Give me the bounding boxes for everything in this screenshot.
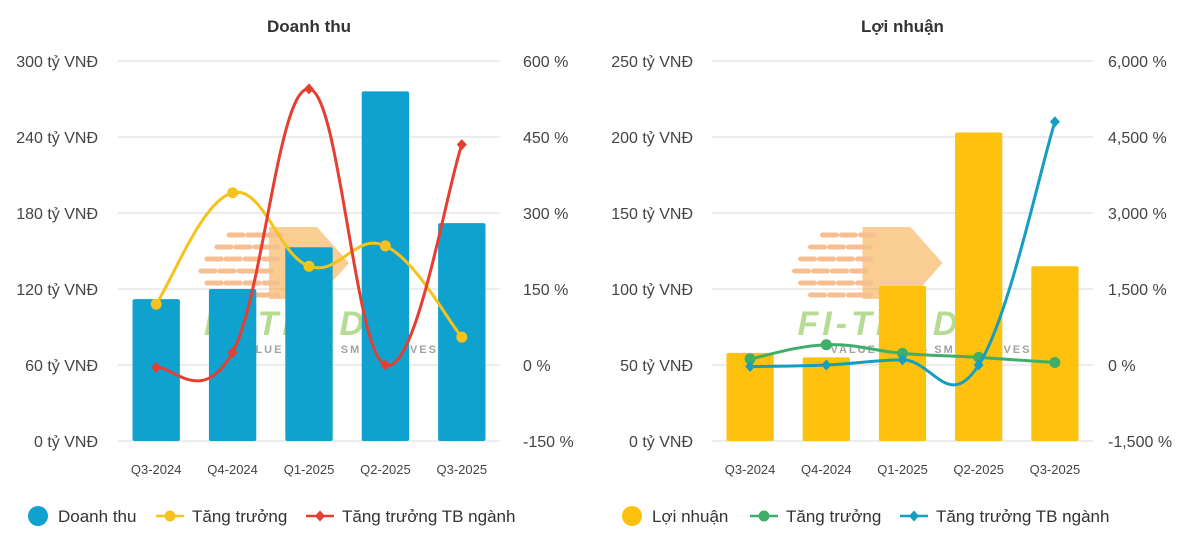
legend-label: Tăng trưởng TB ngành (342, 507, 515, 526)
legend-marker-bar (622, 506, 642, 526)
right-axis-tick-label: 450 % (523, 130, 568, 147)
series-point (745, 361, 756, 373)
x-axis-tick-label: Q1-2025 (284, 462, 335, 477)
legend-label: Tăng trưởng (786, 507, 881, 526)
right-axis-tick-label: 6,000 % (1108, 54, 1167, 71)
series-point (227, 187, 239, 199)
series-point (1049, 356, 1061, 368)
series-point (897, 347, 908, 359)
series-point (379, 240, 391, 252)
series-point (150, 298, 162, 310)
series-point (820, 339, 832, 351)
legend-label: Tăng trưởng TB ngành (936, 507, 1109, 526)
series-point (973, 359, 984, 371)
left-axis-tick-label: 60 tỷ VNĐ (25, 358, 98, 375)
legend-label: Doanh thu (58, 507, 136, 526)
left-axis-tick-label: 50 tỷ VNĐ (620, 358, 693, 375)
left-axis-tick-label: 0 tỷ VNĐ (629, 434, 693, 451)
right-axis-tick-label: -150 % (523, 434, 574, 451)
bar (361, 91, 410, 442)
x-axis-tick-label: Q3-2024 (725, 462, 776, 477)
chart-title: Lợi nhuận (861, 17, 944, 36)
series-line (155, 87, 464, 383)
right-axis-tick-label: 4,500 % (1108, 130, 1167, 147)
series-point (744, 353, 756, 365)
left-axis-tick-label: 300 tỷ VNĐ (16, 54, 98, 71)
left-axis-tick-label: 150 tỷ VNĐ (611, 206, 693, 223)
legend-label: Tăng trưởng (192, 507, 287, 526)
legend-marker (909, 510, 919, 522)
left-axis-tick-label: 100 tỷ VNĐ (611, 282, 693, 299)
left-axis-tick-label: 180 tỷ VNĐ (16, 206, 98, 223)
watermark-arrow-icon (862, 227, 943, 299)
series-point (380, 359, 391, 371)
chart-loi-nhuan: Lợi nhuận 250 tỷ VNĐ 6,000 % 200 tỷ VNĐ 4,50… (611, 17, 1172, 526)
right-axis-tick-label: 0 % (1108, 358, 1136, 375)
legend-marker-bar (28, 506, 48, 526)
x-axis-tick-label: Q2-2025 (953, 462, 1004, 477)
right-axis-tick-label: 3,000 % (1108, 206, 1167, 223)
bar (955, 132, 1003, 441)
series-point (897, 354, 908, 366)
x-axis-tick-label: Q3-2025 (437, 462, 488, 477)
bar (285, 247, 333, 441)
x-axis-tick-label: Q2-2025 (360, 462, 411, 477)
bar (1031, 266, 1079, 441)
right-axis-tick-label: 1,500 % (1108, 282, 1167, 299)
x-axis-tick-label: Q3-2024 (131, 462, 182, 477)
legend-marker (758, 510, 770, 522)
left-axis-tick-label: 120 tỷ VNĐ (16, 282, 98, 299)
bar (802, 357, 850, 441)
bar (726, 352, 774, 441)
chart-doanh-thu: Doanh thu 300 tỷ VNĐ 600 % 240 tỷ VNĐ 450 % 1… (16, 17, 574, 526)
legend-marker (164, 510, 176, 522)
left-axis-tick-label: 0 tỷ VNĐ (34, 434, 98, 451)
series-point (821, 359, 832, 371)
right-axis-tick-label: 600 % (523, 54, 568, 71)
right-axis-tick-label: -1,500 % (1108, 434, 1172, 451)
left-axis-tick-label: 250 tỷ VNĐ (611, 54, 693, 71)
series-point (303, 260, 315, 272)
series-point (456, 331, 468, 343)
x-axis-tick-label: Q4-2024 (801, 462, 852, 477)
right-axis-tick-label: 150 % (523, 282, 568, 299)
series-line (750, 121, 1057, 387)
right-axis-tick-label: 300 % (523, 206, 568, 223)
legend-label: Lợi nhuận (652, 507, 728, 526)
x-axis-tick-label: Q3-2025 (1030, 462, 1081, 477)
legend-marker (315, 510, 325, 522)
series-point (1049, 116, 1060, 128)
series-point (456, 139, 467, 151)
left-axis-tick-label: 200 tỷ VNĐ (611, 130, 693, 147)
x-axis-tick-label: Q1-2025 (877, 462, 928, 477)
bar (208, 289, 257, 441)
right-axis-tick-label: 0 % (523, 358, 551, 375)
left-axis-tick-label: 240 tỷ VNĐ (16, 130, 98, 147)
series-point (151, 362, 162, 374)
x-axis-tick-label: Q4-2024 (207, 462, 258, 477)
series-point (304, 83, 314, 95)
series-point (227, 346, 238, 358)
chart-title: Doanh thu (267, 17, 351, 36)
